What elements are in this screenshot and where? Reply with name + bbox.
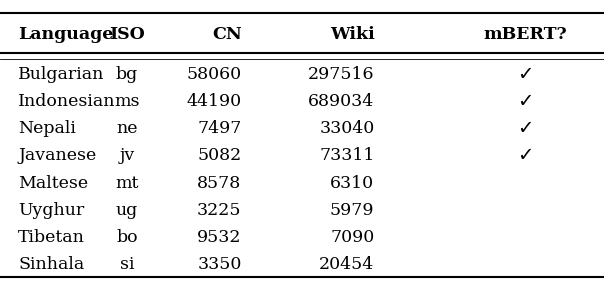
Text: 7090: 7090 [330, 229, 374, 246]
Text: ISO: ISO [109, 26, 145, 43]
Text: Tibetan: Tibetan [18, 229, 85, 246]
Text: 297516: 297516 [308, 66, 374, 83]
Text: 73311: 73311 [319, 147, 374, 164]
Text: 5979: 5979 [330, 202, 374, 219]
Text: ✓: ✓ [517, 92, 534, 111]
Text: 3225: 3225 [197, 202, 242, 219]
Text: Nepali: Nepali [18, 120, 76, 137]
Text: Indonesian: Indonesian [18, 93, 115, 110]
Text: CN: CN [212, 26, 242, 43]
Text: 5082: 5082 [198, 147, 242, 164]
Text: Bulgarian: Bulgarian [18, 66, 104, 83]
Text: ne: ne [116, 120, 138, 137]
Text: 3350: 3350 [198, 256, 242, 273]
Text: Javanese: Javanese [18, 147, 97, 164]
Text: Uyghur: Uyghur [18, 202, 85, 219]
Text: ✓: ✓ [517, 146, 534, 165]
Text: 44190: 44190 [187, 93, 242, 110]
Text: Maltese: Maltese [18, 174, 88, 192]
Text: jv: jv [119, 147, 135, 164]
Text: 6310: 6310 [330, 174, 374, 192]
Text: 689034: 689034 [308, 93, 374, 110]
Text: 8578: 8578 [198, 174, 242, 192]
Text: Sinhala: Sinhala [18, 256, 85, 273]
Text: mt: mt [115, 174, 138, 192]
Text: Wiki: Wiki [330, 26, 374, 43]
Text: ✓: ✓ [517, 119, 534, 138]
Text: ms: ms [114, 93, 140, 110]
Text: bo: bo [116, 229, 138, 246]
Text: ug: ug [116, 202, 138, 219]
Text: mBERT?: mBERT? [484, 26, 567, 43]
Text: 7497: 7497 [198, 120, 242, 137]
Text: bg: bg [116, 66, 138, 83]
Text: 20454: 20454 [320, 256, 374, 273]
Text: 58060: 58060 [187, 66, 242, 83]
Text: ✓: ✓ [517, 65, 534, 84]
Text: 9532: 9532 [197, 229, 242, 246]
Text: 33040: 33040 [320, 120, 374, 137]
Text: Language: Language [18, 26, 114, 43]
Text: si: si [120, 256, 134, 273]
